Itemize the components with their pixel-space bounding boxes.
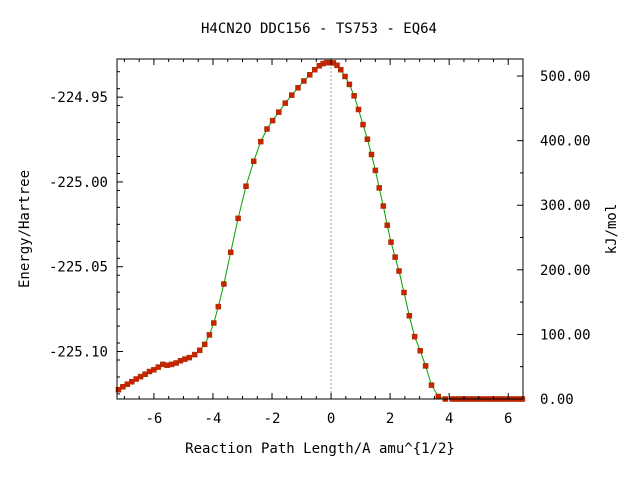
data-point xyxy=(368,151,375,158)
data-point xyxy=(422,363,429,369)
x-axis-label: Reaction Path Length/A amu^{1/2} xyxy=(185,441,455,457)
data-point xyxy=(206,332,213,338)
x-tick-label: -4 xyxy=(205,411,222,427)
data-point xyxy=(196,347,203,354)
data-point xyxy=(342,73,348,80)
series-markers xyxy=(115,59,526,402)
data-point xyxy=(221,281,227,287)
y2-tick-label: 0.00 xyxy=(540,392,574,408)
data-point xyxy=(376,185,382,191)
y2-tick-label: 400.00 xyxy=(540,134,591,150)
y-tick-label: -225.05 xyxy=(49,260,108,276)
data-point xyxy=(411,333,418,340)
data-point xyxy=(401,289,407,296)
data-point xyxy=(428,382,435,388)
y2-tick-label: 300.00 xyxy=(540,198,591,214)
y2-tick-label: 100.00 xyxy=(540,327,591,343)
data-point xyxy=(396,268,402,274)
data-point xyxy=(351,93,357,99)
data-point xyxy=(235,215,241,222)
data-point xyxy=(227,249,234,256)
data-point xyxy=(355,106,362,113)
y2-tick-label: 500.00 xyxy=(540,69,591,85)
x-tick-label: 4 xyxy=(445,411,453,427)
data-point xyxy=(269,117,276,124)
data-point xyxy=(276,109,282,115)
y-tick-label: -225.00 xyxy=(49,175,108,191)
data-point xyxy=(211,320,217,326)
data-point xyxy=(384,222,390,228)
data-point xyxy=(388,239,394,245)
data-point xyxy=(435,393,442,400)
series-line xyxy=(118,62,523,400)
data-point xyxy=(289,92,295,98)
chart-title: H4CN2O DDC156 - TS753 - EQ64 xyxy=(201,21,437,37)
data-point xyxy=(338,66,344,73)
data-point xyxy=(215,303,222,310)
y-tick-label: -225.10 xyxy=(49,345,108,361)
x-tick-label: 2 xyxy=(386,411,394,427)
data-point xyxy=(380,203,387,209)
data-point xyxy=(201,341,208,348)
data-point xyxy=(406,312,413,319)
axes: -6 -4 -2 0 2 4 6 -225.10 -225.05 -225.00 -224.95 0.… xyxy=(49,59,591,427)
data-point xyxy=(360,121,366,128)
data-point xyxy=(264,126,270,132)
y2-tick-label: 200.00 xyxy=(540,263,591,279)
data-point xyxy=(346,81,353,88)
plot-frame xyxy=(116,58,524,400)
data-point xyxy=(307,72,313,78)
data-point xyxy=(295,85,301,91)
x-tick-label: 0 xyxy=(327,411,335,427)
data-point xyxy=(243,183,249,189)
y-axis-label: Energy/Hartree xyxy=(17,170,33,288)
data-point xyxy=(186,354,193,361)
y2-axis-label: kJ/mol xyxy=(604,204,620,255)
data-point xyxy=(258,138,264,145)
y-tick-label: -224.95 xyxy=(49,90,108,106)
data-point xyxy=(191,351,198,358)
data-point xyxy=(392,254,398,260)
data-point xyxy=(250,158,257,165)
data-point xyxy=(334,62,340,69)
data-point xyxy=(282,100,289,106)
data-point xyxy=(417,347,423,354)
data-point xyxy=(115,386,122,393)
x-tick-label: -2 xyxy=(264,411,281,427)
data-point xyxy=(364,136,371,142)
data-point xyxy=(312,66,318,73)
data-point xyxy=(372,167,379,174)
x-tick-label: -6 xyxy=(145,411,162,427)
x-tick-label: 6 xyxy=(504,411,512,427)
data-point xyxy=(301,78,307,84)
